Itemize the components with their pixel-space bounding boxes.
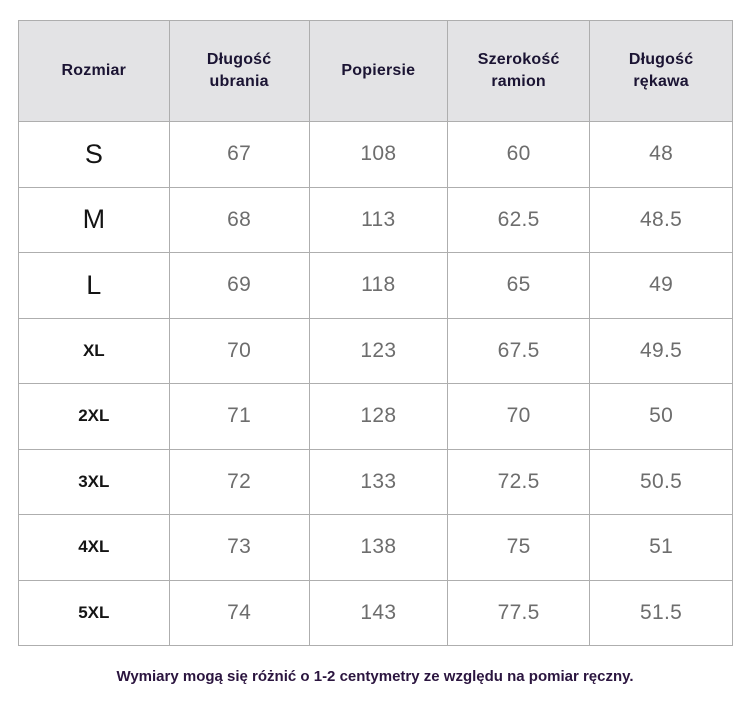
value-cell: 73 (168, 514, 310, 581)
value-cell: 50 (589, 383, 733, 450)
value-cell: 143 (308, 579, 449, 646)
size-label: 3XL (18, 448, 170, 515)
value-cell: 69 (168, 252, 310, 319)
size-label: L (18, 252, 170, 319)
value-cell: 62.5 (447, 186, 591, 253)
size-label: 5XL (18, 579, 170, 646)
value-cell: 49.5 (589, 317, 733, 384)
value-cell: 113 (308, 186, 449, 253)
value-cell: 74 (168, 579, 310, 646)
value-cell: 138 (308, 514, 449, 581)
value-cell: 48.5 (589, 186, 733, 253)
value-cell: 70 (168, 317, 310, 384)
header-dlugosc-rekawa: Długość rękawa (589, 20, 733, 122)
value-cell: 108 (308, 121, 449, 188)
table-row-4xl: 4XL 73 138 75 51 (18, 514, 733, 581)
size-label: 4XL (18, 514, 170, 581)
value-cell: 70 (447, 383, 591, 450)
value-cell: 50.5 (589, 448, 733, 515)
table-row-3xl: 3XL 72 133 72.5 50.5 (18, 448, 733, 515)
header-szerokosc-ramion: Szerokość ramion (447, 20, 591, 122)
header-popiersie: Popiersie (308, 20, 449, 122)
value-cell: 118 (308, 252, 449, 319)
size-label: S (18, 121, 170, 188)
value-cell: 51 (589, 514, 733, 581)
value-cell: 72 (168, 448, 310, 515)
header-dlugosc-ubrania: Długość ubrania (168, 20, 310, 122)
table-row-2xl: 2XL 71 128 70 50 (18, 383, 733, 450)
value-cell: 67 (168, 121, 310, 188)
value-cell: 49 (589, 252, 733, 319)
size-label: XL (18, 317, 170, 384)
table-row-s: S 67 108 60 48 (18, 121, 733, 188)
value-cell: 67.5 (447, 317, 591, 384)
table-row-l: L 69 118 65 49 (18, 252, 733, 319)
value-cell: 123 (308, 317, 449, 384)
table-row-5xl: 5XL 74 143 77.5 51.5 (18, 579, 733, 646)
value-cell: 75 (447, 514, 591, 581)
table-row-xl: XL 70 123 67.5 49.5 (18, 317, 733, 384)
size-label: M (18, 186, 170, 253)
measurement-note: Wymiary mogą się różnić o 1-2 centymetry… (116, 668, 634, 685)
value-cell: 71 (168, 383, 310, 450)
header-row: Rozmiar Długość ubrania Popiersie Szerok… (18, 20, 733, 122)
header-rozmiar: Rozmiar (18, 20, 170, 122)
value-cell: 68 (168, 186, 310, 253)
value-cell: 72.5 (447, 448, 591, 515)
table-row-m: M 68 113 62.5 48.5 (18, 186, 733, 253)
value-cell: 133 (308, 448, 449, 515)
value-cell: 128 (308, 383, 449, 450)
size-label: 2XL (18, 383, 170, 450)
value-cell: 60 (447, 121, 591, 188)
value-cell: 65 (447, 252, 591, 319)
value-cell: 51.5 (589, 579, 733, 646)
value-cell: 48 (589, 121, 733, 188)
value-cell: 77.5 (447, 579, 591, 646)
size-table: Rozmiar Długość ubrania Popiersie Szerok… (18, 20, 733, 646)
